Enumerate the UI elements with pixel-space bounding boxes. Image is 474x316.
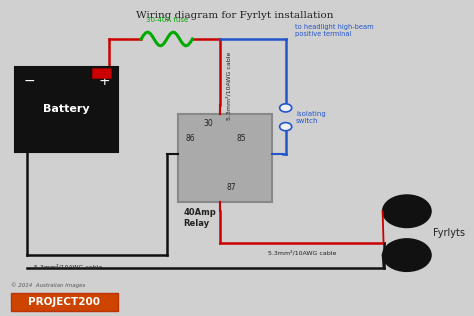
Circle shape xyxy=(383,239,431,271)
Text: Wiring diagram for Fyrlyt installation: Wiring diagram for Fyrlyt installation xyxy=(136,11,333,20)
Bar xyxy=(92,68,111,78)
Text: 5.3mm²/10AWG cable: 5.3mm²/10AWG cable xyxy=(34,264,102,270)
Bar xyxy=(11,293,118,312)
Text: 30: 30 xyxy=(203,119,213,128)
Text: 5.3mm²/10AWG cable: 5.3mm²/10AWG cable xyxy=(268,250,336,256)
Text: 5.3mm²/10AWG cable: 5.3mm²/10AWG cable xyxy=(226,52,231,120)
Text: © 2014  Australian Images: © 2014 Australian Images xyxy=(11,283,85,288)
Text: 30-40A fuse: 30-40A fuse xyxy=(146,17,188,23)
Text: 86: 86 xyxy=(185,134,195,143)
Text: 40Amp
Relay: 40Amp Relay xyxy=(183,208,216,228)
Text: 87: 87 xyxy=(227,183,237,192)
Text: Isolating
switch: Isolating switch xyxy=(296,111,326,124)
Bar xyxy=(179,114,272,202)
Circle shape xyxy=(280,123,292,131)
Text: to headlight high-beam
positive terminal: to headlight high-beam positive terminal xyxy=(295,24,374,37)
Circle shape xyxy=(280,104,292,112)
Text: Fyrlyts: Fyrlyts xyxy=(433,228,465,238)
Text: 85: 85 xyxy=(237,134,246,143)
Text: −: − xyxy=(24,74,35,88)
Bar xyxy=(15,67,118,152)
Circle shape xyxy=(383,195,431,228)
Text: Battery: Battery xyxy=(43,105,90,114)
Text: PROJECT200: PROJECT200 xyxy=(28,297,100,307)
Text: +: + xyxy=(98,74,109,88)
